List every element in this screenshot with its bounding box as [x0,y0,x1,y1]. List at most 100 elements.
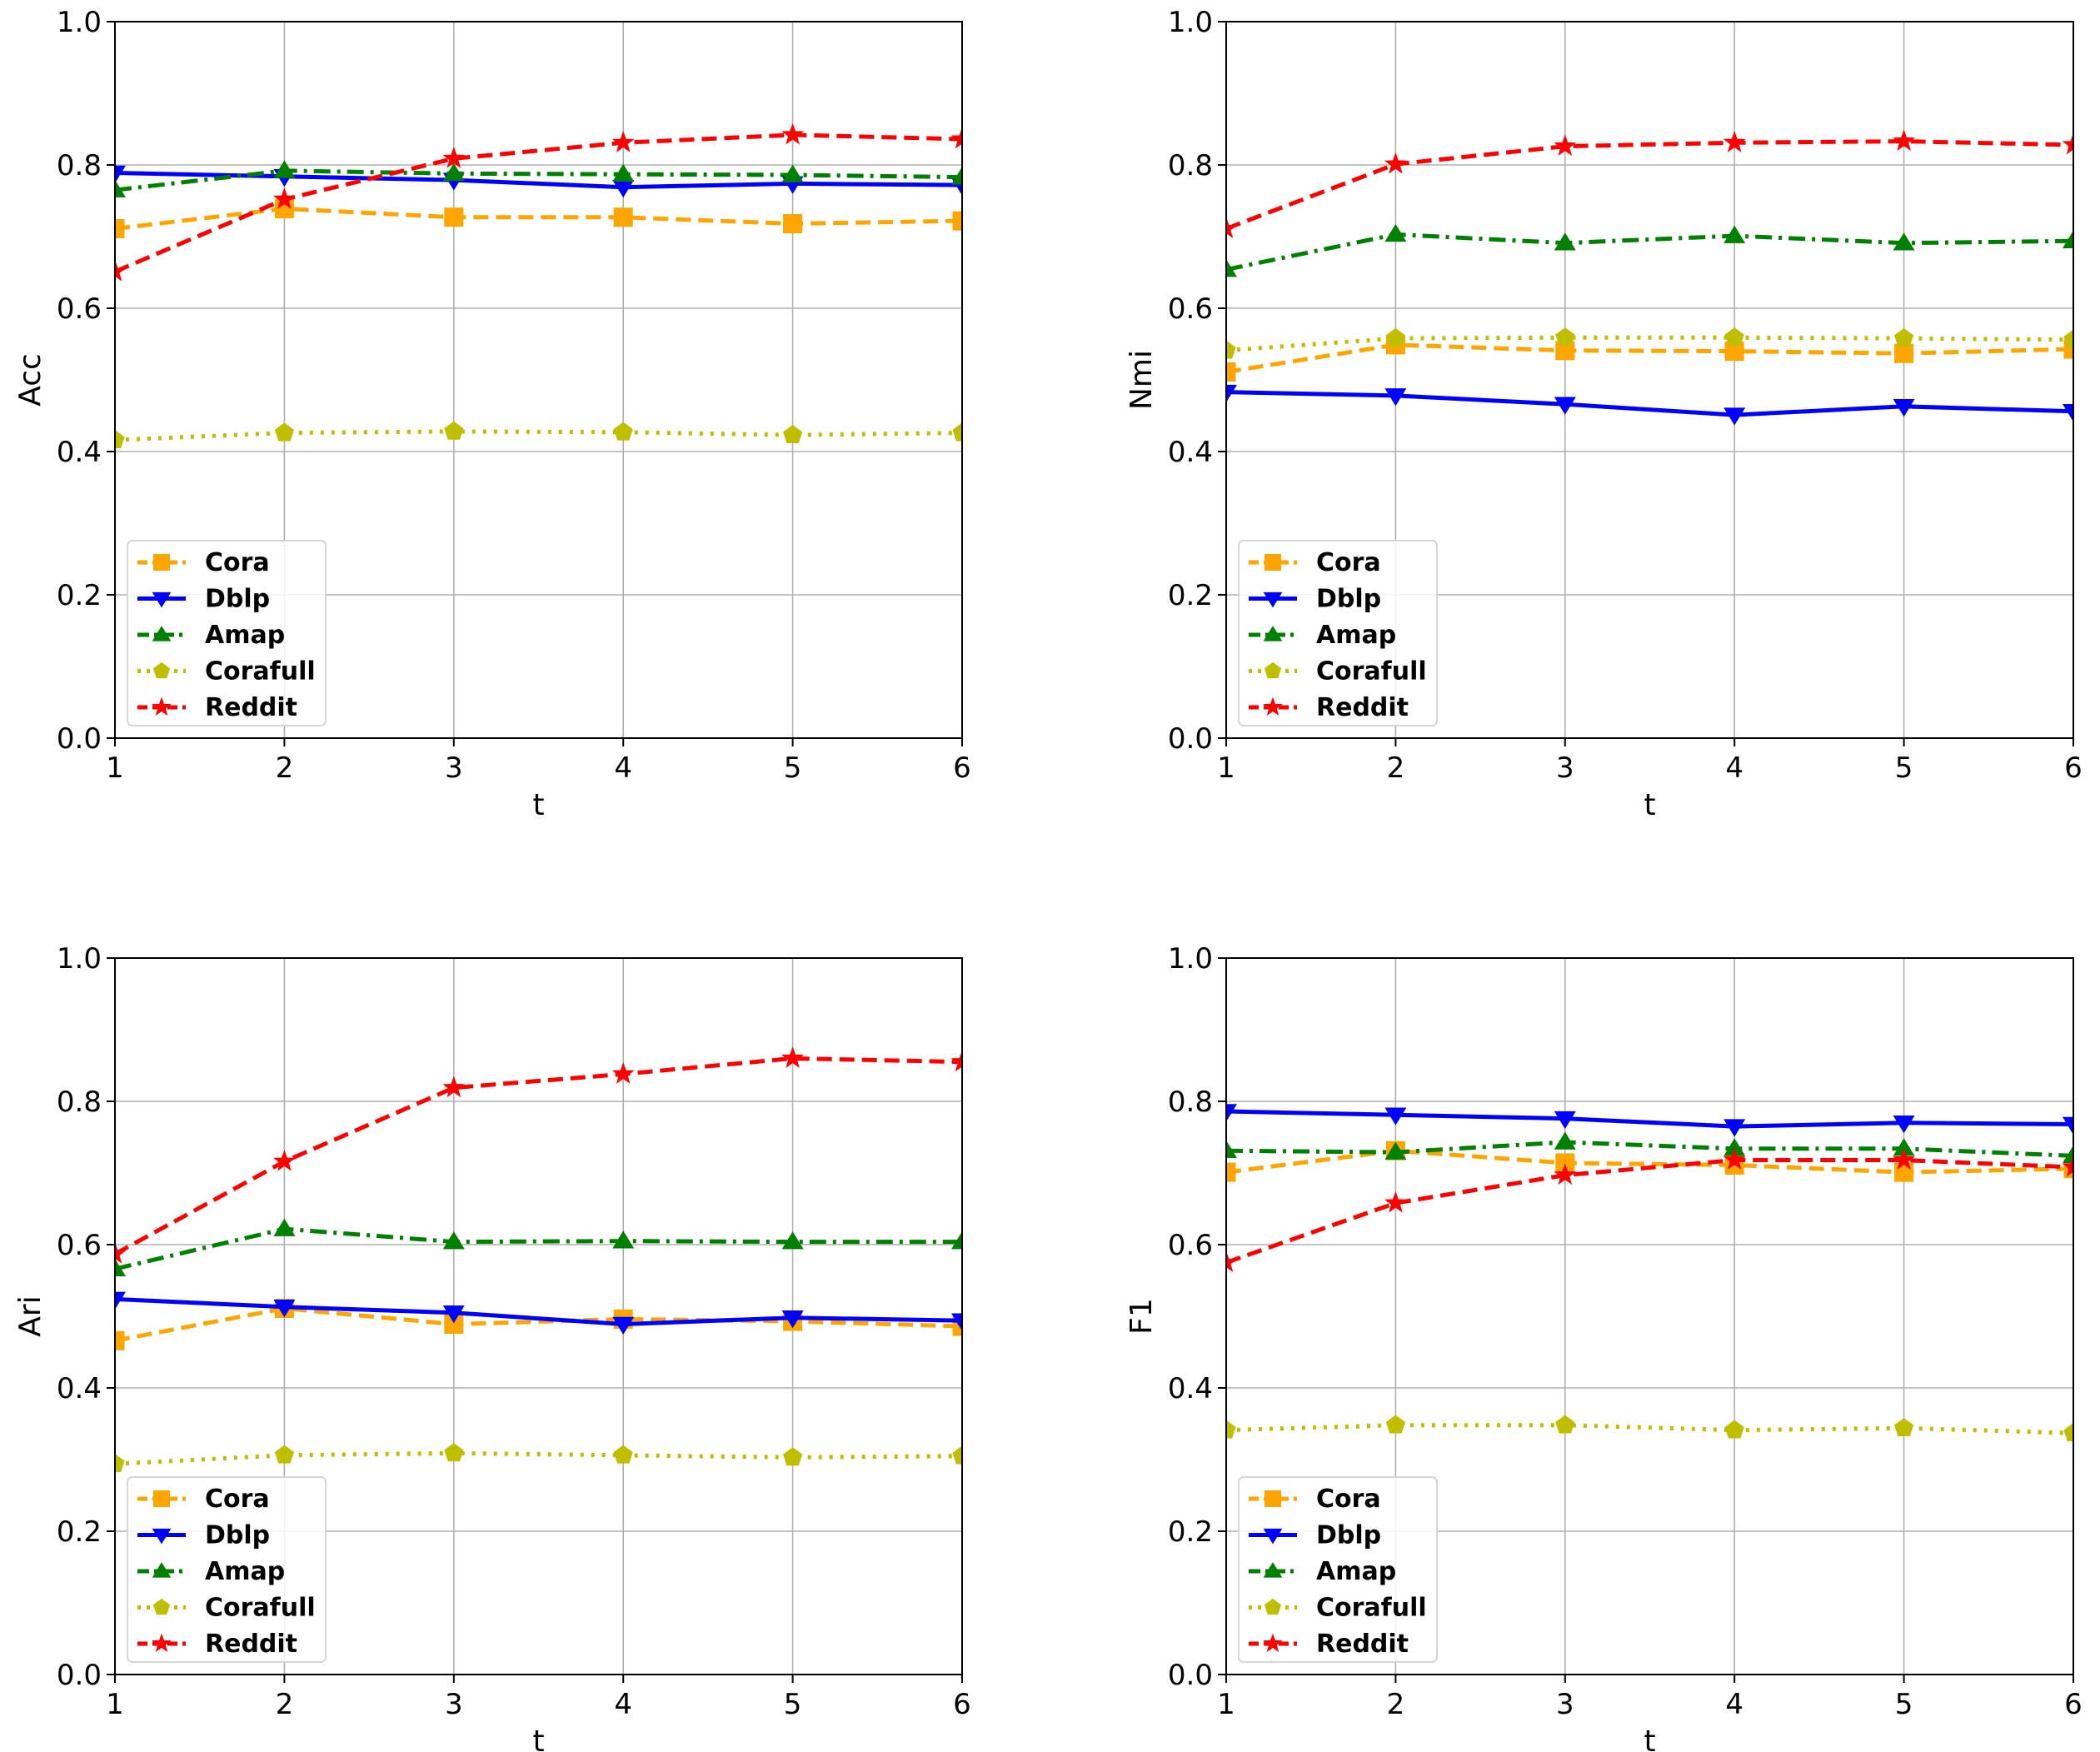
series-line-reddit [1226,1158,2073,1265]
y-tick-label: 0.8 [1168,1086,1213,1119]
series-line-corafull [1226,335,2073,353]
x-tick-label: 5 [1895,751,1913,785]
legend-marker-reddit [152,696,172,716]
data-point-cora [115,1330,125,1350]
data-point-corafull [1724,1420,1744,1439]
chart-panel-f1: 1 2 3 4 5 60.00.20.40.60.81.0tF1CoraDblpAmapC… [1125,942,2083,1752]
y-tick-label: 0.4 [1168,436,1213,469]
data-point-corafull [1894,327,1914,347]
data-point-reddit [1226,217,1238,238]
y-tick-label: 0.8 [57,149,102,182]
data-point-amap [1554,232,1576,251]
data-point-dblp [1226,384,1237,403]
y-tick-label: 1.0 [1168,942,1213,976]
series-line-cora [115,207,962,231]
series-line-cora [1226,1148,2073,1175]
legend-label-dblp: Dblp [1316,1521,1381,1550]
y-tick-label: 0.2 [57,579,102,612]
data-point-dblp [115,1291,126,1310]
data-point-reddit [1723,131,1746,152]
x-tick-label: 2 [276,1688,294,1721]
legend-marker-dblp [152,1528,172,1545]
x-axis-label: t [1644,1725,1655,1752]
x-tick-label: 6 [953,1688,971,1721]
legend-label-cora: Cora [1316,548,1381,577]
data-point-reddit [442,1076,466,1098]
y-tick-label: 1.0 [57,942,102,976]
legend-marker-dblp [1263,1528,1283,1545]
y-tick-label: 0.0 [1168,1659,1213,1692]
plot-frame [114,957,963,1675]
x-tick-label: 1 [1217,1688,1235,1721]
data-point-amap [951,167,962,185]
legend-label-dblp: Dblp [205,585,270,614]
y-tick-label: 0.8 [1168,149,1213,182]
data-point-reddit [1226,1250,1238,1272]
series-line-amap [115,1226,962,1271]
data-point-corafull [1724,327,1744,347]
legend-marker-reddit [1263,696,1283,716]
data-point-cora [444,207,464,227]
data-point-reddit [272,1150,296,1171]
x-tick-label: 2 [276,751,294,785]
data-point-dblp [442,1305,465,1324]
data-point-dblp [1893,1116,1915,1134]
data-point-reddit [611,131,635,152]
series-line-amap [115,168,962,192]
series-line-cora [115,1306,962,1343]
data-point-corafull [952,422,962,442]
data-point-corafull [613,422,633,441]
data-point-cora [115,219,125,238]
y-tick-label: 0.2 [57,1515,102,1549]
series-line-reddit [115,132,962,274]
x-tick-label: 3 [1556,751,1574,785]
series-line-dblp [1226,390,2073,417]
data-point-amap [115,179,126,197]
data-point-reddit [1554,1163,1577,1185]
legend-label-dblp: Dblp [205,1521,270,1550]
data-point-amap [1893,232,1915,251]
data-point-dblp [1384,1107,1407,1126]
y-tick-label: 0.8 [57,1086,102,1119]
legend-marker-dblp [152,591,172,608]
series-line-corafull [115,1450,962,1466]
legend-marker-corafull [152,661,171,679]
legend-box [1238,540,1438,726]
data-point-dblp [951,1313,962,1331]
chart-panel-acc: 1 2 3 4 5 6 0.0 0.2 0.4 0.6 0.8 1.0 t Acc Cora Dblp Amap… [13,6,971,822]
series-line-dblp [1226,1109,2073,1129]
chart-panel-ari: 1 2 3 4 5 6 0.0 0.2 0.4 0.6 0.8 1.0 t Ari Cora Dblp Amap… [13,942,971,1752]
x-tick-label: 1 [106,1688,124,1721]
legend-label-cora: Cora [1316,1485,1381,1514]
data-point-dblp [2063,1116,2073,1136]
x-tick-label: 2 [1387,1688,1405,1721]
legend-label-reddit: Reddit [1316,693,1409,722]
data-point-reddit [950,127,962,149]
data-point-corafull [115,1454,125,1473]
data-point-corafull [783,1447,803,1466]
data-point-amap [1723,225,1746,243]
series-line-cora [1226,342,2073,374]
x-tick-label: 4 [614,751,632,785]
legend-box [127,1476,327,1663]
data-point-corafull [115,430,125,449]
data-point-reddit [950,1050,962,1072]
y-axis-label: Ari [13,1295,47,1336]
data-point-reddit [1384,152,1407,174]
data-point-reddit [611,1062,635,1084]
data-point-reddit [1723,1148,1746,1170]
legend-box [1238,1476,1438,1663]
x-tick-label: 6 [953,751,971,785]
series-line-amap [1226,232,2073,272]
data-point-reddit [1893,1148,1916,1170]
data-point-dblp [1226,1104,1237,1122]
data-point-dblp [1384,388,1407,407]
legend-marker-corafull [152,1598,171,1615]
data-point-amap [273,160,296,178]
legend-marker-amap [1263,626,1283,641]
legend-marker-corafull [1264,661,1282,679]
data-point-reddit [781,1046,805,1068]
legend: Cora Dblp Amap Corafull Reddit [1238,1476,1438,1663]
y-tick-label: 0.0 [1168,722,1213,756]
